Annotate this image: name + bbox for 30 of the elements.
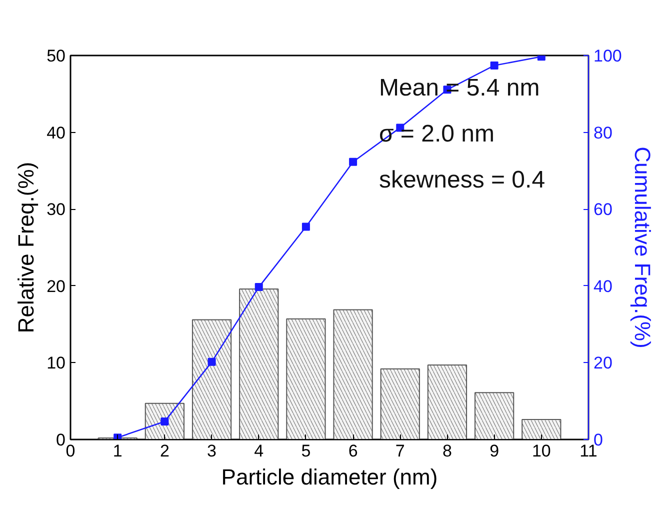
x-tick-label: 10 — [532, 442, 551, 460]
y-tick-label: 40 — [46, 123, 66, 142]
point — [208, 358, 216, 366]
y-axis-title: Relative Freq.(%) — [14, 162, 39, 334]
y-tick-label: 10 — [46, 354, 66, 373]
x-tick-label: 5 — [301, 442, 311, 460]
y2-tick-label: 100 — [594, 46, 622, 66]
x-tick-label: 4 — [254, 442, 264, 460]
point — [490, 61, 498, 70]
y2-tick-label: 20 — [594, 354, 612, 373]
point — [302, 222, 310, 231]
y-tick-label: 50 — [46, 46, 66, 66]
x-tick-label: 6 — [348, 442, 358, 460]
x-tick-label: 3 — [207, 442, 217, 460]
x-tick-label: 7 — [395, 442, 405, 460]
y2-tick-label: 40 — [594, 276, 612, 296]
x-tick-label: 8 — [442, 442, 452, 460]
point — [349, 158, 358, 166]
point — [254, 283, 263, 292]
point — [160, 417, 169, 426]
x-axis-title: Particle diameter (nm) — [221, 464, 438, 490]
x-tick-label: 2 — [160, 442, 170, 460]
y-tick-label: 30 — [46, 200, 66, 220]
x-tick-label: 1 — [112, 442, 122, 460]
y2-tick-label: 80 — [594, 123, 612, 142]
annotation: skewness = 0.4 — [378, 166, 546, 194]
x-tick-label: 9 — [490, 442, 500, 460]
y2-tick-label: 60 — [594, 200, 612, 220]
y2-axis-title: Cumulative Freq.(%) — [630, 146, 655, 348]
y-tick-label: 20 — [46, 276, 66, 296]
